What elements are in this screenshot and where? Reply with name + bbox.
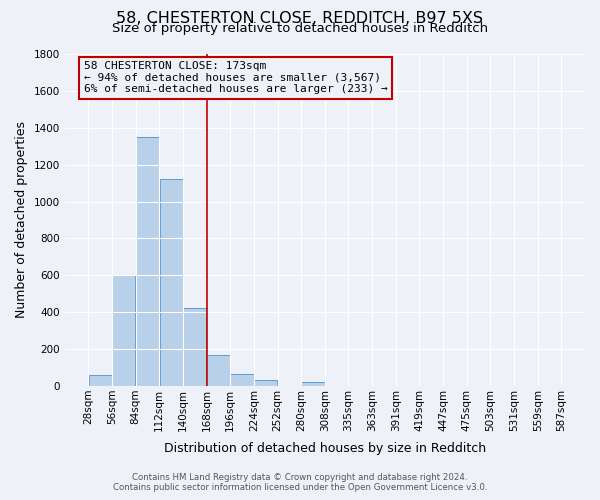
Bar (183, 308, 206, 386)
Bar (230, 374, 254, 386)
Bar (301, 382, 325, 386)
Bar (112, 276, 136, 386)
Bar (160, 180, 182, 386)
Bar (207, 354, 230, 386)
Bar (136, 137, 159, 386)
Text: Contains HM Land Registry data © Crown copyright and database right 2024.
Contai: Contains HM Land Registry data © Crown c… (113, 473, 487, 492)
Text: 58, CHESTERTON CLOSE, REDDITCH, B97 5XS: 58, CHESTERTON CLOSE, REDDITCH, B97 5XS (116, 11, 484, 26)
Y-axis label: Number of detached properties: Number of detached properties (15, 122, 28, 318)
Text: 58 CHESTERTON CLOSE: 173sqm
← 94% of detached houses are smaller (3,567)
6% of s: 58 CHESTERTON CLOSE: 173sqm ← 94% of det… (83, 61, 388, 94)
Text: Size of property relative to detached houses in Redditch: Size of property relative to detached ho… (112, 22, 488, 35)
Bar (89, 375, 112, 386)
Bar (254, 380, 277, 386)
X-axis label: Distribution of detached houses by size in Redditch: Distribution of detached houses by size … (164, 442, 486, 455)
